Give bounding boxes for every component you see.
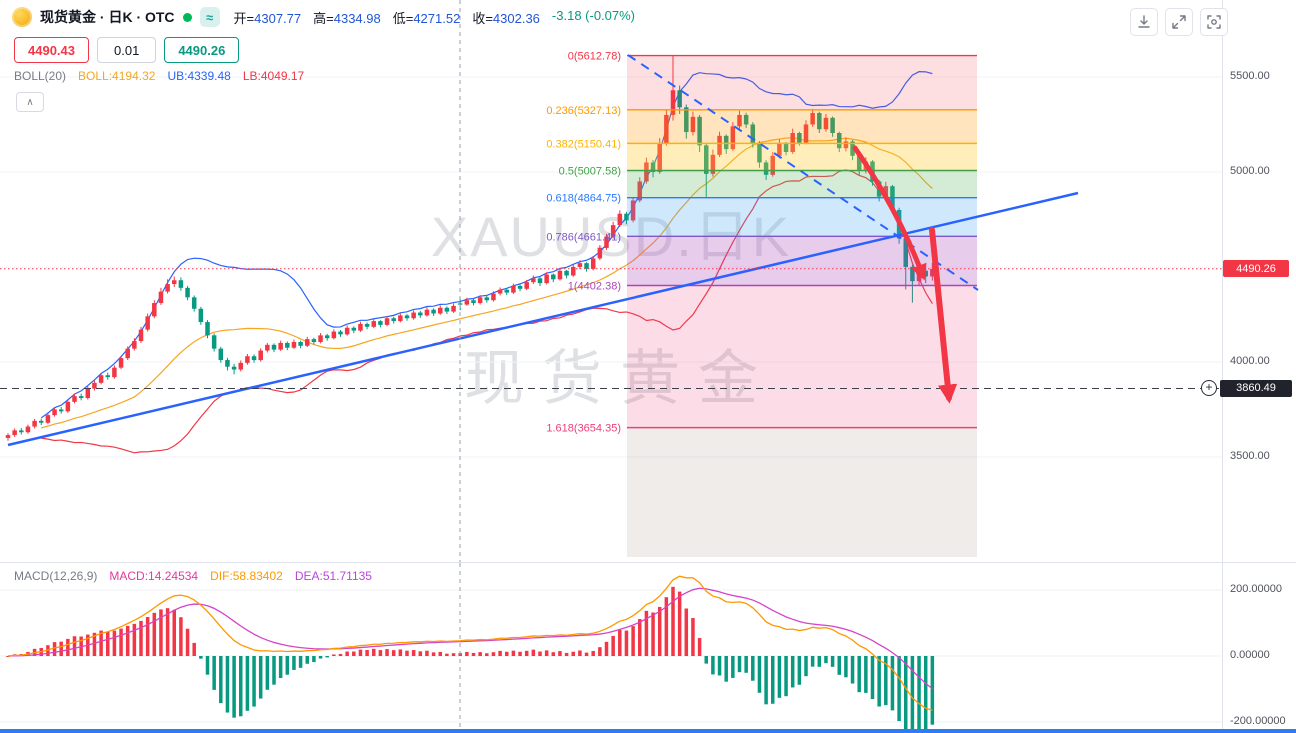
boll-mid-value: BOLL:4194.32 [78,69,156,83]
boll-legend: BOLL(20) BOLL:4194.32 UB:4339.48 LB:4049… [14,69,304,83]
macd-value: MACD:14.24534 [109,569,199,583]
chart-toolbar [1130,8,1228,36]
bottom-accent-bar [0,729,1296,733]
ohlc-readout: 开=4307.77 高=4334.98 低=4271.52 收=4302.36 … [234,8,635,27]
maximize-icon [1172,15,1186,29]
screenshot-button[interactable] [1200,8,1228,36]
svg-text:0(5612.78): 0(5612.78) [568,51,621,63]
change-readout: -3.18 (-0.07%) [551,7,636,23]
price-tick-label: 3500.00 [1230,449,1270,462]
open-readout: 开=4307.77 [233,10,302,26]
chart-header: 现货黄金 · 日K · OTC ≈ 开=4307.77 高=4334.98 低=… [0,0,635,34]
macd-gridlines [0,589,1222,723]
boll-lb-value: LB:4049.17 [242,69,305,83]
macd-histogram [6,586,935,729]
svg-text:1(4402.38): 1(4402.38) [568,280,621,292]
collapse-indicator-button[interactable]: ∧ [16,92,44,112]
macd-name: MACD(12,26,9) [14,569,98,583]
main-chart-canvas[interactable]: 0(5612.78) 0.236(5327.13) 0.382(5150.41) 0.… [0,0,1222,562]
dea-value: DEA:51.71135 [294,569,372,583]
fib-retracement: 0(5612.78) 0.236(5327.13) 0.382(5150.41) 0.… [546,51,977,557]
price-scale[interactable]: 5500.00 5000.00 4000.00 3500.00 200.00000 0.0… [1222,0,1296,733]
boll-lines [40,71,933,454]
svg-text:0.382(5150.41): 0.382(5150.41) [546,138,621,150]
spread-value[interactable]: 0.01 [97,37,157,63]
alert-plus-icon: + [1201,380,1217,397]
trendlines [7,54,1079,447]
macd-lines [7,575,933,711]
price-gridlines [0,76,1222,458]
alert-price-label: 3860.49 [1220,379,1292,397]
price-tick-label: 5500.00 [1230,69,1270,82]
buy-price-button[interactable]: 4490.26 [164,37,240,63]
close-readout: 收=4302.36 [472,10,540,26]
price-tick-label: 4000.00 [1230,354,1270,367]
svg-text:1.618(3654.35): 1.618(3654.35) [546,423,621,435]
macd-tick-label: 200.00000 [1230,583,1282,595]
screenshot-icon [1207,15,1221,29]
svg-text:0.236(5327.13): 0.236(5327.13) [546,105,621,117]
svg-text:0.786(4661.41): 0.786(4661.41) [546,231,621,243]
pane-separator [0,562,1296,563]
svg-text:0.618(4864.75): 0.618(4864.75) [546,193,621,205]
macd-chart-canvas[interactable] [0,563,1222,733]
high-readout: 高=4334.98 [313,10,381,26]
alert-price-badge[interactable]: + 3860.49 [1201,379,1292,397]
candles-layer [5,55,935,441]
last-price-badge: 4490.26 [1223,260,1289,278]
macd-tick-label: -200.00000 [1230,715,1286,727]
download-icon [1138,15,1150,28]
boll-name: BOLL(20) [14,69,67,83]
svg-text:0.5(5007.58): 0.5(5007.58) [559,166,621,178]
price-tick-label: 5000.00 [1230,164,1270,177]
symbol-title: 现货黄金 · 日K · OTC [40,9,175,25]
boll-ub-value: UB:4339.48 [167,69,231,83]
quote-panel: 4490.43 0.01 4490.26 [14,37,240,63]
wave-icon: ≈ [199,7,220,27]
download-button[interactable] [1130,8,1158,36]
macd-legend: MACD(12,26,9) MACD:14.24534 DIF:58.83402… [14,569,372,583]
maximize-button[interactable] [1165,8,1193,36]
market-open-status-icon [182,12,192,22]
macd-tick-label: 0.00000 [1230,649,1270,661]
drawn-arrows [852,145,958,404]
low-readout: 低=4271.52 [392,10,461,26]
gold-symbol-icon [12,7,32,27]
dif-value: DIF:58.83402 [210,569,283,583]
sell-price-button[interactable]: 4490.43 [14,37,89,63]
